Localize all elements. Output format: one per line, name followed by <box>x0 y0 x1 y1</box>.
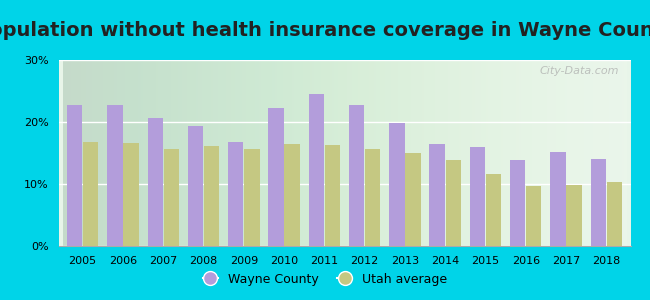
Bar <box>67 105 83 246</box>
Text: Population without health insurance coverage in Wayne County: Population without health insurance cove… <box>0 21 650 40</box>
Bar <box>389 123 404 246</box>
Bar <box>349 105 364 246</box>
Bar <box>124 143 138 246</box>
Bar <box>486 174 501 246</box>
Bar <box>606 182 622 246</box>
Bar <box>188 126 203 246</box>
Bar <box>566 184 582 246</box>
Bar <box>83 142 98 246</box>
Bar <box>446 160 461 246</box>
Bar <box>164 149 179 246</box>
Bar <box>526 186 541 246</box>
Bar <box>107 105 123 246</box>
Bar <box>309 94 324 246</box>
Bar <box>325 145 340 246</box>
Bar <box>591 159 606 246</box>
Bar <box>430 144 445 246</box>
Text: City-Data.com: City-Data.com <box>540 66 619 76</box>
Bar <box>470 147 485 246</box>
Bar <box>244 149 259 246</box>
Bar <box>228 142 243 246</box>
Bar <box>268 108 283 246</box>
Bar <box>148 118 163 246</box>
Bar <box>510 160 525 246</box>
Bar <box>406 153 421 246</box>
Legend: Wayne County, Utah average: Wayne County, Utah average <box>198 268 452 291</box>
Bar <box>365 149 380 246</box>
Bar <box>551 152 566 246</box>
Bar <box>204 146 219 246</box>
Bar <box>285 144 300 246</box>
